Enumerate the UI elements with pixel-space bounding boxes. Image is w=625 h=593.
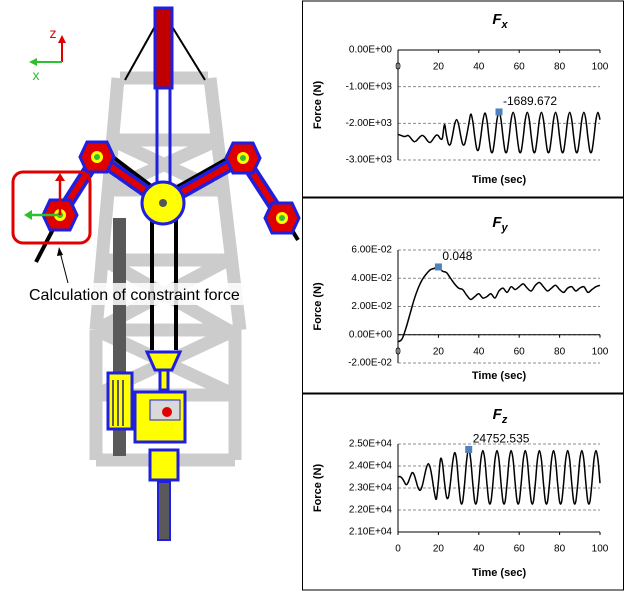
y-tick-label: -1.00E+03	[346, 81, 393, 92]
y-tick-label: -3.00E+03	[346, 155, 393, 166]
y-tick-label: 2.10E+04	[349, 527, 393, 538]
x-tick-label: 80	[554, 346, 566, 357]
data-label: 24752.535	[473, 432, 530, 446]
x-tick-label: 80	[554, 62, 566, 73]
pipe	[158, 482, 170, 540]
chart-panel: -3.00E+03 -2.00E+03 -1.00E+03 0.00E+000 20 40…	[303, 1, 624, 197]
y-tick-label: 2.40E+04	[349, 461, 393, 472]
x-tick-label: 40	[473, 346, 485, 357]
x-axis-label: Time (sec)	[472, 370, 527, 382]
y-tick-label: -2.00E+03	[346, 118, 393, 129]
x-tick-label: 60	[514, 62, 526, 73]
axis-label: z	[50, 25, 57, 41]
x-axis-label: Time (sec)	[472, 174, 527, 186]
x-tick-label: 0	[395, 544, 401, 555]
y-tick-label: 2.00E-02	[351, 301, 392, 312]
y-tick-label: 6.00E-02	[351, 245, 392, 256]
data-label: -1689.672	[503, 94, 557, 108]
title-subscript: x	[501, 19, 509, 31]
data-label: 0.048	[442, 249, 472, 263]
caption: Calculation of constraint force	[29, 287, 240, 304]
y-tick-label: 2.50E+04	[349, 439, 393, 450]
x-tick-label: 0	[395, 62, 401, 73]
x-tick-label: 40	[473, 62, 485, 73]
mast	[155, 8, 172, 88]
x-tick-label: 40	[473, 544, 485, 555]
x-tick-label: 100	[592, 346, 609, 357]
arrowhead	[57, 247, 63, 256]
x-tick-label: 20	[433, 544, 445, 555]
y-tick-label: 2.30E+04	[349, 483, 393, 494]
arrowhead	[29, 58, 37, 66]
x-tick-label: 0	[395, 346, 401, 357]
panel-border	[303, 1, 624, 197]
y-tick-label: 2.20E+04	[349, 505, 393, 516]
highlight-marker	[496, 108, 503, 115]
arrowhead	[55, 173, 65, 181]
x-tick-label: 100	[592, 62, 609, 73]
y-tick-label: 0.00E+00	[349, 329, 393, 340]
page: z x Calculation of constraint force -3.0…	[0, 0, 625, 593]
highlight-marker	[435, 263, 442, 270]
x-axis-label: Time (sec)	[472, 567, 527, 579]
y-tick-label: -2.00E-02	[348, 358, 392, 369]
arrowhead	[24, 210, 32, 220]
x-tick-label: 80	[554, 544, 566, 555]
title-subscript: y	[501, 222, 509, 234]
y-axis-label: Force (N)	[312, 464, 324, 513]
y-tick-label: 0.00E+00	[349, 45, 393, 56]
chart-panel: -2.00E-02 0.00E+00 2.00E-02 4.00E-02 6.00E-0…	[303, 198, 624, 393]
x-tick-label: 60	[514, 544, 526, 555]
x-tick-label: 20	[433, 62, 445, 73]
highlight-marker	[465, 446, 472, 453]
title-subscript: z	[501, 414, 508, 426]
pointer	[60, 252, 68, 283]
x-tick-label: 60	[514, 346, 526, 357]
chart-panel: 2.10E+04 2.20E+04 2.30E+04 2.40E+04 2.50E+04…	[303, 394, 624, 590]
diagram: z x Calculation of constraint force	[13, 8, 299, 540]
x-tick-label: 100	[592, 544, 609, 555]
y-axis-label: Force (N)	[312, 282, 324, 331]
arrowhead	[58, 35, 66, 43]
x-tick-label: 20	[433, 346, 445, 357]
y-axis-label: Force (N)	[312, 81, 324, 130]
y-tick-label: 4.00E-02	[351, 273, 392, 284]
axis-label: x	[33, 67, 40, 83]
